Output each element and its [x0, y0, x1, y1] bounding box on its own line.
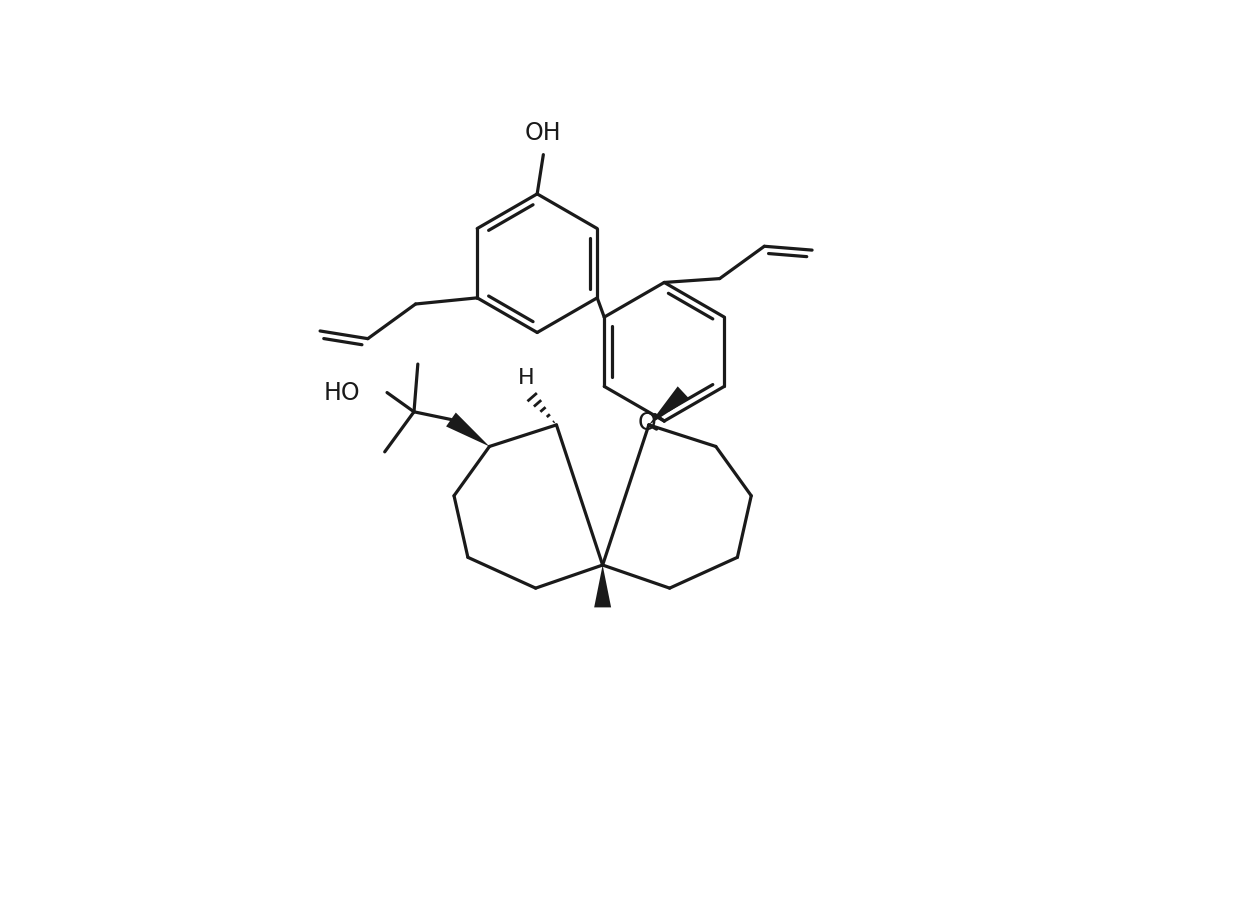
Text: O: O	[638, 411, 657, 435]
Polygon shape	[648, 387, 690, 425]
Text: H: H	[518, 368, 534, 388]
Polygon shape	[446, 412, 489, 447]
Polygon shape	[594, 565, 611, 607]
Text: HO: HO	[324, 380, 360, 405]
Text: OH: OH	[525, 121, 562, 146]
